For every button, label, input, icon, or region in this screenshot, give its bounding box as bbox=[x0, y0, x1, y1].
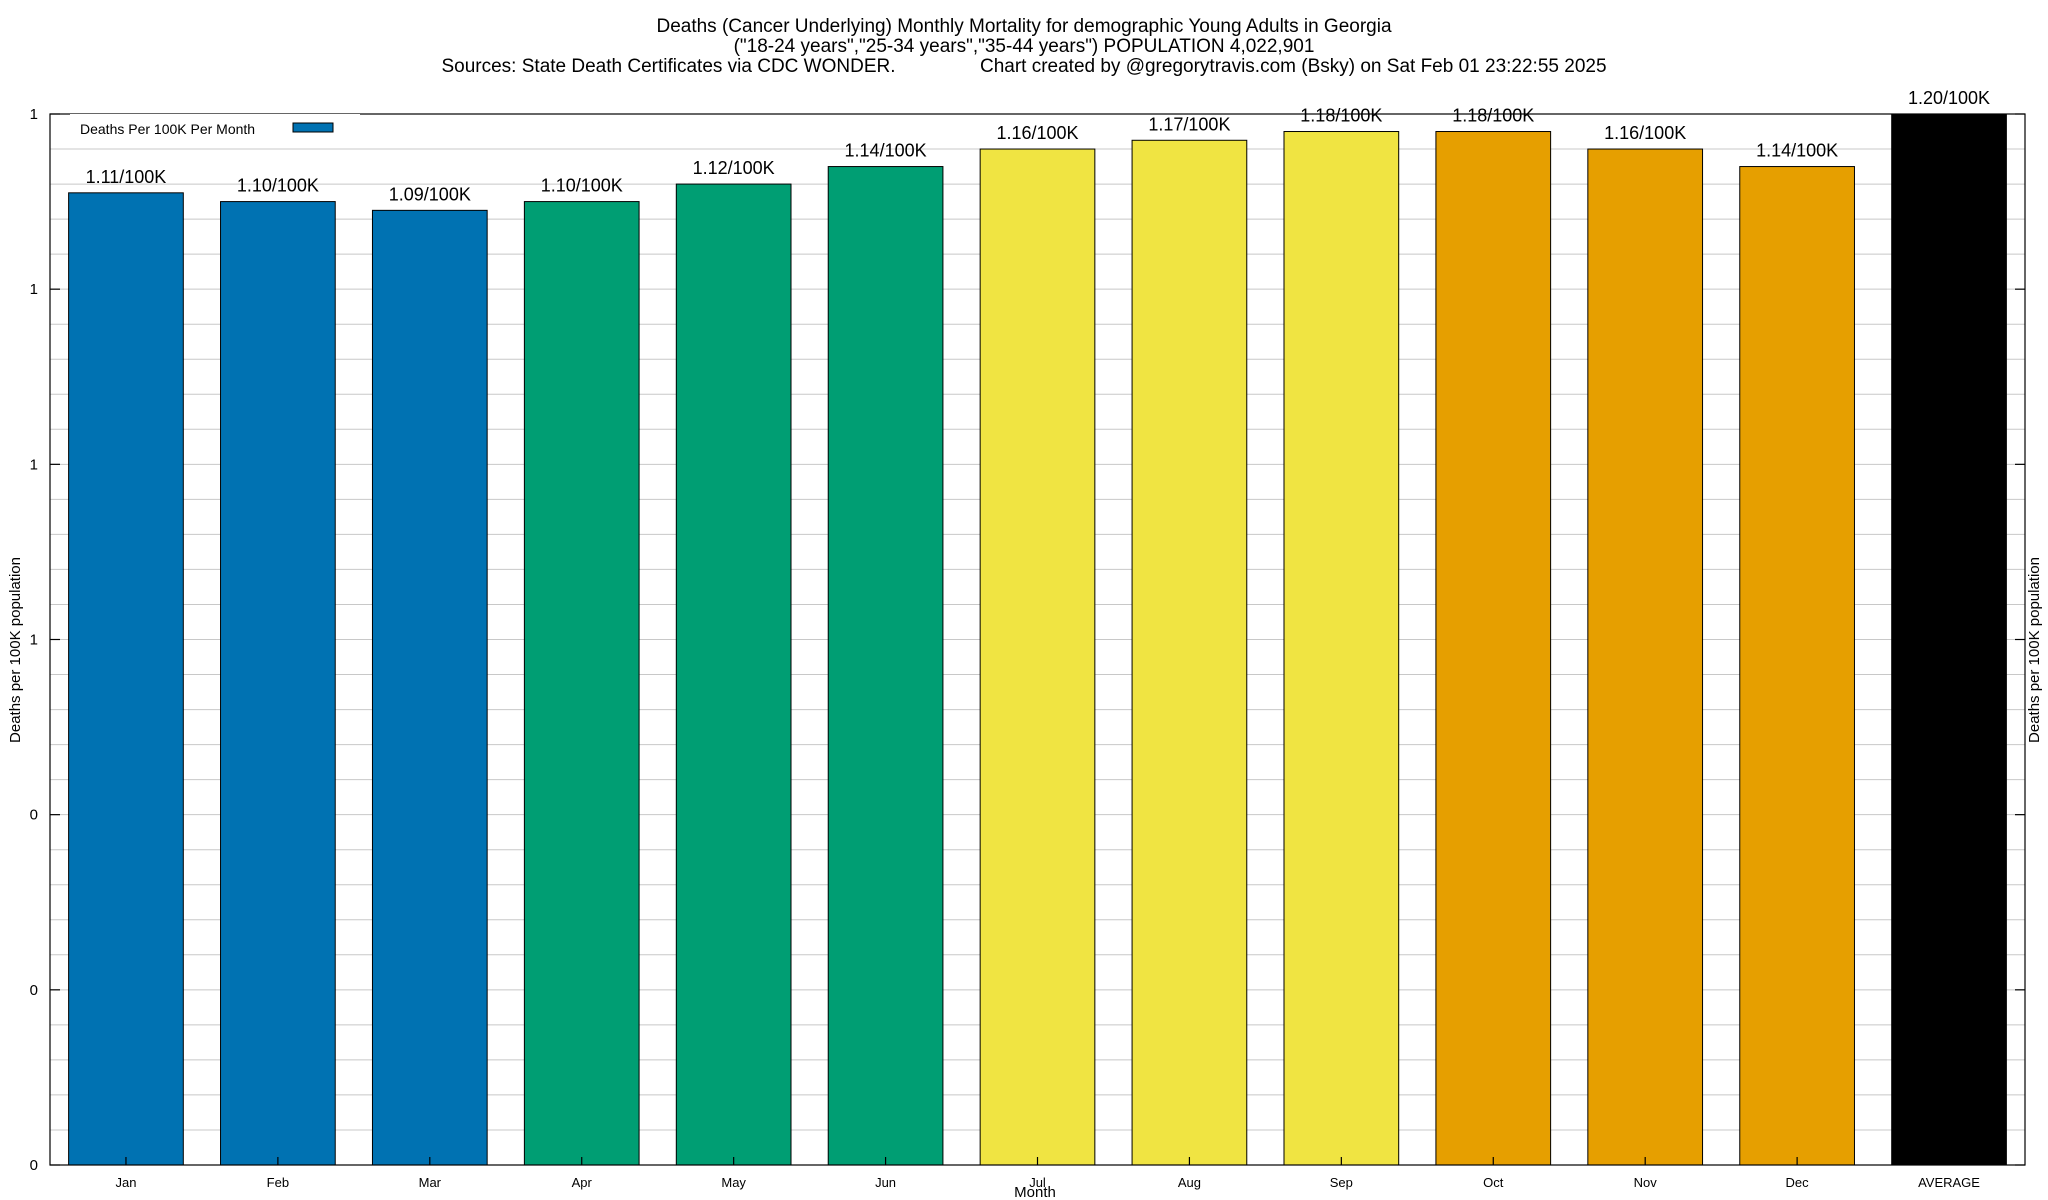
bar-average bbox=[1891, 113, 2007, 1166]
data-label: 1.18/100K bbox=[1300, 106, 1382, 126]
y-tick-label: 1 bbox=[30, 106, 38, 123]
data-label: 1.09/100K bbox=[389, 184, 471, 204]
legend: Deaths Per 100K Per Month bbox=[70, 114, 360, 144]
chart-subtitle: ("18-24 years","25-34 years","35-44 year… bbox=[734, 36, 1315, 57]
y-tick-label: 1 bbox=[30, 632, 38, 649]
legend-label: Deaths Per 100K Per Month bbox=[80, 121, 255, 137]
bar-aug bbox=[1131, 139, 1248, 1166]
data-label: 1.17/100K bbox=[1148, 114, 1230, 134]
bar-dec bbox=[1739, 166, 1855, 1166]
y-tick-label: 0 bbox=[30, 1157, 38, 1174]
bar-mar bbox=[371, 209, 488, 1166]
x-tick-label: Sep bbox=[1330, 1175, 1353, 1190]
x-tick-label: AVERAGE bbox=[1918, 1175, 1980, 1190]
data-label: 1.14/100K bbox=[1756, 141, 1838, 161]
data-label: 1.16/100K bbox=[996, 123, 1078, 143]
chart-sources: Sources: State Death Certificates via CD… bbox=[441, 56, 1606, 77]
y-tick-label: 0 bbox=[30, 807, 38, 824]
x-tick-label: Nov bbox=[1634, 1175, 1658, 1190]
y-tick-label: 1 bbox=[30, 281, 38, 298]
x-tick-label: Jun bbox=[875, 1175, 896, 1190]
data-label: 1.11/100K bbox=[86, 167, 167, 187]
bar-sep bbox=[1283, 131, 1400, 1166]
x-tick-label: Apr bbox=[572, 1175, 593, 1190]
x-tick-label: Mar bbox=[419, 1175, 442, 1190]
y-axis-label-right: Deaths per 100K population bbox=[2026, 557, 2043, 743]
bar-feb bbox=[220, 201, 336, 1166]
x-tick-label: Oct bbox=[1483, 1175, 1504, 1190]
data-label: 1.12/100K bbox=[693, 158, 775, 178]
data-label: 1.10/100K bbox=[237, 176, 319, 196]
x-tick-label: Feb bbox=[267, 1175, 289, 1190]
x-axis-label: Month bbox=[1014, 1184, 1056, 1200]
legend-swatch bbox=[292, 122, 334, 133]
bar-jun bbox=[827, 166, 944, 1166]
data-label: 1.14/100K bbox=[845, 141, 927, 161]
bars: 1.11/100K 1.10/100K 1.09/100K 1.10/100K 1.12… bbox=[68, 88, 2007, 1166]
y-tick-label: 1 bbox=[30, 456, 38, 473]
data-label: 1.16/100K bbox=[1604, 123, 1686, 143]
bar-apr bbox=[523, 201, 640, 1166]
bar-nov bbox=[1587, 148, 1704, 1166]
x-tick-label: Dec bbox=[1786, 1175, 1810, 1190]
x-tick-label: Jul bbox=[1029, 1175, 1046, 1190]
x-tick-label: May bbox=[721, 1175, 746, 1190]
bar-oct bbox=[1435, 131, 1552, 1166]
bar-may bbox=[675, 183, 792, 1166]
bar-jan bbox=[68, 192, 184, 1166]
data-label: 1.20/100K bbox=[1908, 88, 1990, 108]
axis-ticks: 0 0 0 1 1 1 1 Jan Feb Mar Apr May Jun Jul Aug Sep Oct Nov… bbox=[30, 106, 2025, 1190]
data-label: 1.10/100K bbox=[541, 176, 623, 196]
bar-jul bbox=[979, 148, 1096, 1166]
data-label: 1.18/100K bbox=[1452, 106, 1534, 126]
y-axis-label-left: Deaths per 100K population bbox=[7, 557, 24, 743]
y-tick-label: 0 bbox=[30, 982, 38, 999]
chart-title: Deaths (Cancer Underlying) Monthly Morta… bbox=[656, 16, 1391, 37]
x-tick-label: Jan bbox=[115, 1175, 136, 1190]
x-tick-label: Aug bbox=[1178, 1175, 1201, 1190]
